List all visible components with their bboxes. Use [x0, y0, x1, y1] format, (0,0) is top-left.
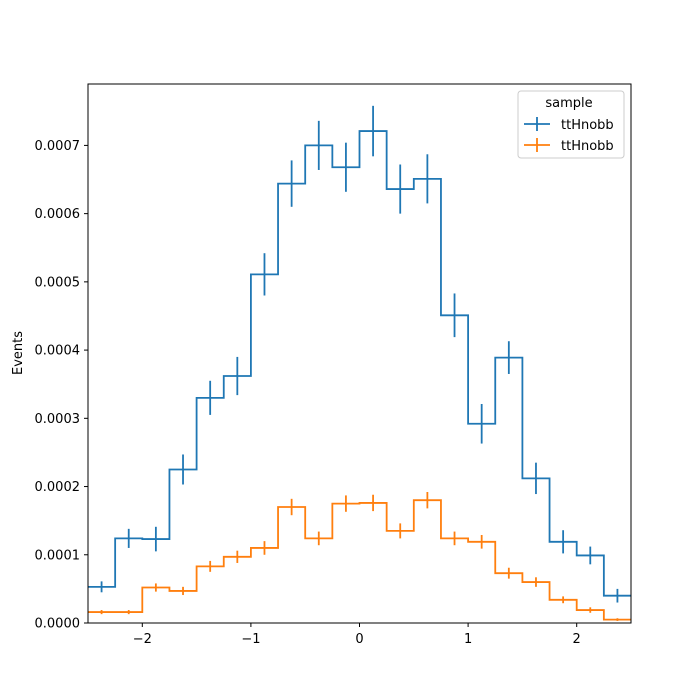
legend-entries: ttHnobb ttHnobb [524, 117, 614, 154]
y-tick-label: 0.0006 [35, 207, 81, 222]
legend-title: sample [545, 96, 592, 111]
series-2-step-line [88, 499, 631, 621]
y-tick-label: 0.0005 [35, 275, 81, 290]
x-tick-label: 2 [573, 632, 581, 647]
x-axis: −2 −1 0 1 2 [133, 623, 581, 647]
y-axis: 0.0000 0.0001 0.0002 0.0003 0.0004 0.0005 0.00… [35, 139, 88, 632]
y-tick-label: 0.0002 [35, 480, 81, 495]
legend: sample ttHnobb ttHnobb [517, 90, 625, 159]
x-tick-label: −2 [133, 632, 152, 647]
y-tick-label: 0.0007 [35, 139, 81, 154]
y-tick-label: 0.0000 [35, 617, 81, 632]
series-layer [88, 105, 631, 621]
legend-box [517, 90, 625, 159]
legend-label: ttHnobb [561, 118, 614, 133]
y-axis-title: Events [11, 331, 26, 375]
y-tick-label: 0.0003 [35, 412, 81, 427]
y-tick-label: 0.0004 [35, 344, 81, 359]
y-tick-label: 0.0001 [35, 548, 81, 563]
x-tick-label: −1 [241, 632, 260, 647]
series-2 [88, 492, 631, 621]
x-tick-label: 1 [464, 632, 472, 647]
x-tick-label: 0 [355, 632, 363, 647]
legend-label: ttHnobb [561, 139, 614, 154]
series-1 [88, 105, 631, 603]
